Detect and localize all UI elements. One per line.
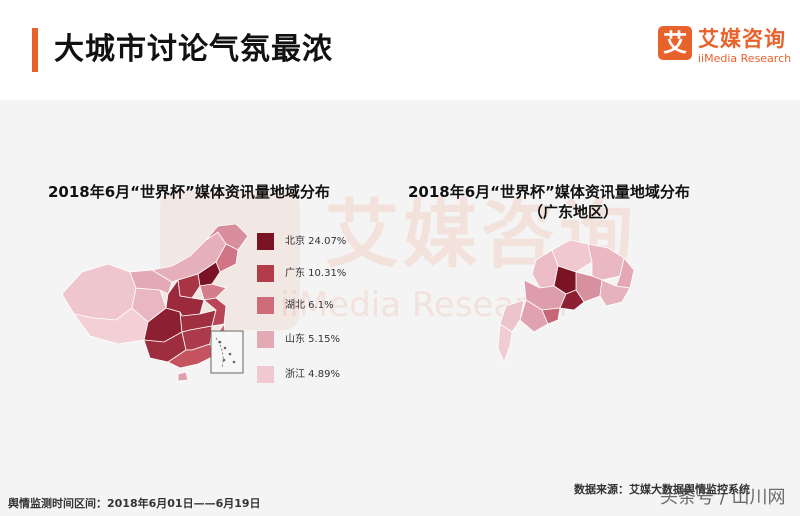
logo-mark-icon: 艾 bbox=[658, 26, 692, 60]
region-zhanjiang bbox=[497, 323, 513, 364]
region-jilin-liaoning bbox=[215, 243, 239, 273]
legend-swatch bbox=[257, 233, 274, 250]
page-title: 大城市讨论气氛最浓 bbox=[54, 32, 333, 67]
region-maoming-yangjiang bbox=[499, 299, 525, 333]
guangdong-map bbox=[497, 239, 635, 364]
region-hainan bbox=[177, 371, 189, 382]
south-china-sea-inset bbox=[210, 330, 244, 374]
region-heilongjiang bbox=[205, 223, 249, 251]
data-source: 数据来源：艾媒大数据舆情监控系统 bbox=[574, 483, 750, 496]
legend-swatch bbox=[257, 265, 274, 282]
logo-subtitle: iiMedia Research bbox=[698, 52, 792, 65]
region-shandong bbox=[199, 283, 227, 301]
monitoring-period: 舆情监测时间区间：2018年6月01日——6月19日 bbox=[8, 497, 261, 510]
legend-swatch bbox=[257, 297, 274, 314]
legend-label: 广东 10.31% bbox=[285, 268, 347, 279]
legend-label: 山东 5.15% bbox=[285, 334, 340, 345]
region-shaanxi-henan bbox=[165, 278, 205, 317]
brand-logo: 艾 艾媒咨询 iiMedia Research bbox=[658, 24, 798, 74]
region-qingyuan bbox=[531, 249, 559, 289]
region-chaoshan bbox=[615, 257, 635, 289]
legend-swatch bbox=[257, 331, 274, 348]
china-map-title: 2018年6月“世界杯”媒体资讯量地域分布 bbox=[48, 183, 330, 201]
legend-label: 浙江 4.89% bbox=[285, 369, 340, 380]
legend-label: 北京 24.07% bbox=[285, 236, 347, 247]
logo-name: 艾媒咨询 bbox=[698, 27, 786, 51]
region-xinjiang bbox=[61, 263, 137, 321]
region-heyuan-meizhou bbox=[587, 243, 625, 281]
legend-swatch bbox=[257, 366, 274, 383]
platform-watermark: 头条号 / 山川网 bbox=[660, 487, 786, 508]
region-zhuhai-zhongshan bbox=[541, 307, 561, 325]
title-accent-bar bbox=[32, 28, 38, 72]
guangdong-map-title: 2018年6月“世界杯”媒体资讯量地域分布 bbox=[408, 183, 690, 201]
guangdong-map-subtitle: （广东地区） bbox=[528, 203, 619, 221]
region-shanwei bbox=[599, 279, 631, 307]
region-shenzhen-dongguan bbox=[559, 289, 585, 311]
legend-label: 湖北 6.1% bbox=[285, 300, 334, 311]
china-map bbox=[61, 223, 249, 382]
region-qinghai bbox=[131, 287, 167, 323]
